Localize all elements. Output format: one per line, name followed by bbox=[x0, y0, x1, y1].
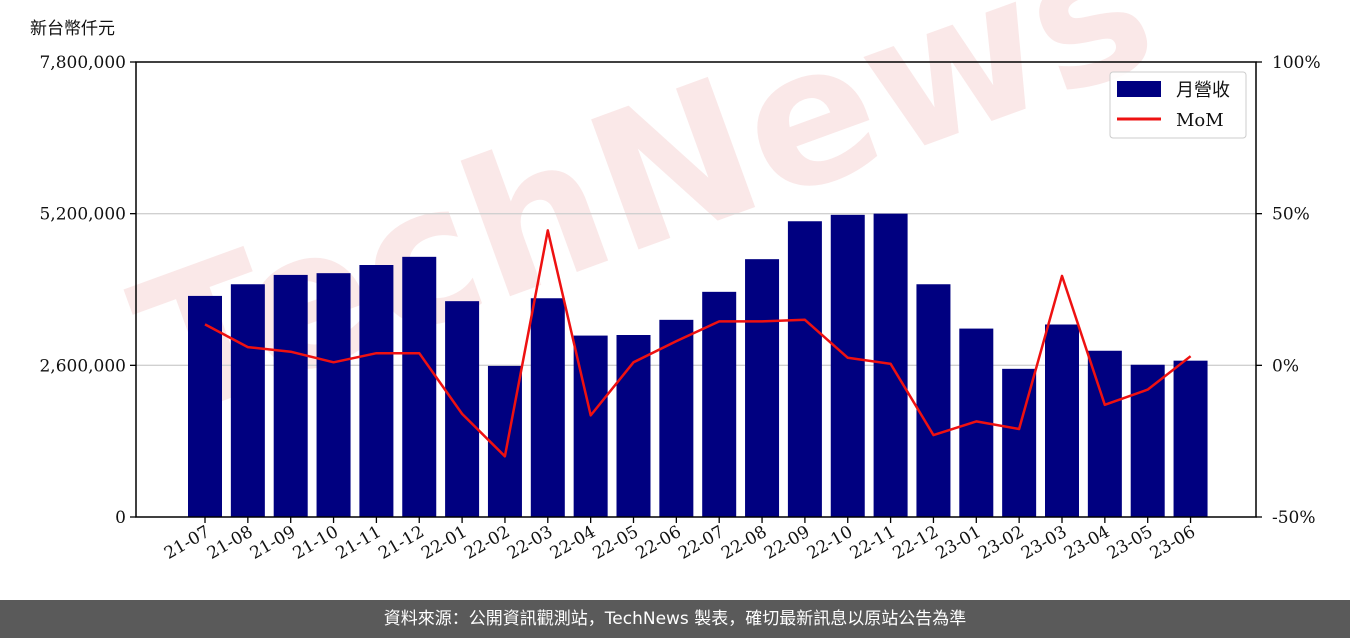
revenue-bar bbox=[359, 265, 394, 517]
revenue-bar bbox=[1173, 360, 1208, 517]
left-axis-unit-label: 新台幣仟元 bbox=[30, 19, 115, 39]
x-tick-label: 21-07 bbox=[161, 522, 213, 564]
revenue-bar bbox=[402, 256, 437, 517]
x-tick-label: 22-12 bbox=[890, 522, 942, 564]
x-tick-label: 22-04 bbox=[547, 522, 599, 564]
x-tick-label: 23-04 bbox=[1061, 522, 1113, 564]
revenue-bar bbox=[830, 214, 865, 518]
revenue-bar bbox=[1130, 364, 1165, 517]
x-tick-label: 22-02 bbox=[461, 522, 513, 564]
revenue-bar bbox=[745, 259, 780, 517]
x-tick-label: 21-08 bbox=[204, 522, 256, 564]
revenue-bar bbox=[230, 284, 265, 517]
x-tick-label: 23-03 bbox=[1018, 522, 1070, 564]
left-tick-label: 2,600,000 bbox=[39, 356, 126, 376]
revenue-bar bbox=[273, 274, 308, 517]
mom-line bbox=[204, 229, 1192, 458]
x-tick-label: 21-11 bbox=[332, 522, 384, 564]
x-tick-label: 22-08 bbox=[718, 522, 770, 564]
legend-swatch-revenue bbox=[1117, 81, 1161, 97]
legend-label-revenue: 月營收 bbox=[1176, 80, 1230, 101]
plot-frame bbox=[135, 61, 1257, 518]
x-tick-label: 22-11 bbox=[847, 522, 899, 564]
revenue-bar bbox=[316, 273, 351, 517]
x-tick-label: 23-06 bbox=[1147, 522, 1199, 564]
revenue-bar bbox=[1002, 368, 1037, 517]
revenue-bar bbox=[188, 295, 222, 517]
revenue-bar bbox=[1087, 350, 1122, 517]
revenue-bar bbox=[916, 284, 951, 517]
revenue-chart: TechNews02,600,0005,200,0007,800,000-50%… bbox=[39, 0, 1321, 564]
revenue-bar bbox=[702, 291, 737, 517]
revenue-bar bbox=[445, 301, 480, 517]
revenue-bar bbox=[530, 298, 565, 517]
x-tick-label: 22-05 bbox=[590, 522, 642, 564]
x-tick-label: 22-10 bbox=[804, 522, 856, 564]
left-tick-label: 7,800,000 bbox=[39, 53, 126, 73]
x-tick-label: 22-06 bbox=[632, 522, 684, 564]
x-tick-label: 22-09 bbox=[761, 522, 813, 564]
x-tick-label: 22-07 bbox=[675, 522, 727, 564]
chart-area: 新台幣仟元 TechNews 0 2,600,000 5,200,000 7,800,0… bbox=[30, 0, 1321, 564]
revenue-bar bbox=[787, 221, 822, 517]
left-tick-label: 0 bbox=[115, 508, 126, 528]
right-tick-label: 0% bbox=[1272, 356, 1299, 376]
revenue-bar bbox=[1045, 324, 1079, 517]
x-tick-label: 22-01 bbox=[418, 522, 470, 564]
source-footer: 資料來源：公開資訊觀測站，TechNews 製表，確切最新訊息以原站公告為準 bbox=[0, 600, 1350, 638]
x-tick-label: 21-09 bbox=[247, 522, 299, 564]
x-tick-label: 23-05 bbox=[1104, 522, 1156, 564]
x-tick-label: 23-02 bbox=[975, 522, 1027, 564]
x-tick-label: 21-12 bbox=[375, 522, 427, 564]
revenue-bar bbox=[659, 319, 694, 517]
legend-label-mom: MoM bbox=[1176, 110, 1224, 131]
revenue-bar bbox=[616, 335, 651, 517]
left-tick-label: 5,200,000 bbox=[39, 205, 126, 225]
right-tick-label: 50% bbox=[1272, 205, 1310, 225]
x-tick-label: 23-01 bbox=[932, 522, 984, 564]
x-tick-label: 21-10 bbox=[290, 522, 342, 564]
x-tick-label: 22-03 bbox=[504, 522, 556, 564]
right-tick-label: -50% bbox=[1272, 508, 1316, 528]
right-tick-label: 100% bbox=[1272, 53, 1321, 73]
